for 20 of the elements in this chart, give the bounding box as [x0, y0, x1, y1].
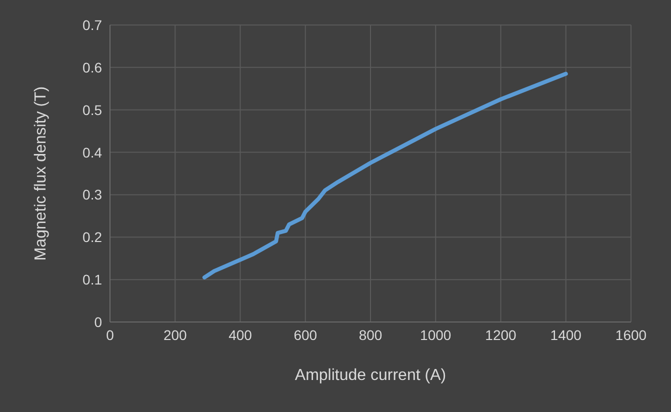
- x-tick-label: 1200: [485, 326, 517, 343]
- x-tick-label: 0: [106, 326, 114, 343]
- x-tick-label: 200: [163, 326, 188, 343]
- y-tick-label: 0: [94, 314, 102, 330]
- line-series: [202, 72, 568, 280]
- y-tick-label: 0.6: [82, 59, 102, 76]
- x-tick-label: 800: [358, 326, 382, 343]
- x-tick-label: 400: [228, 326, 252, 343]
- y-axis-title: Magnetic flux density (T): [32, 86, 50, 261]
- y-tick-label: 0.3: [82, 186, 102, 203]
- x-tick-label: 1600: [615, 326, 647, 343]
- x-tick-label: 1400: [550, 326, 582, 343]
- y-tick-label: 0.1: [82, 272, 102, 288]
- x-tick-label: 600: [294, 326, 318, 343]
- x-axis-title: Amplitude current (A): [294, 367, 446, 384]
- y-tick-label: 0.2: [82, 229, 102, 246]
- x-tick-label: 1000: [420, 326, 452, 343]
- y-tick-label: 0.4: [82, 144, 102, 160]
- y-tick-label: 0.7: [82, 16, 102, 33]
- y-tick-label: 0.5: [82, 102, 102, 118]
